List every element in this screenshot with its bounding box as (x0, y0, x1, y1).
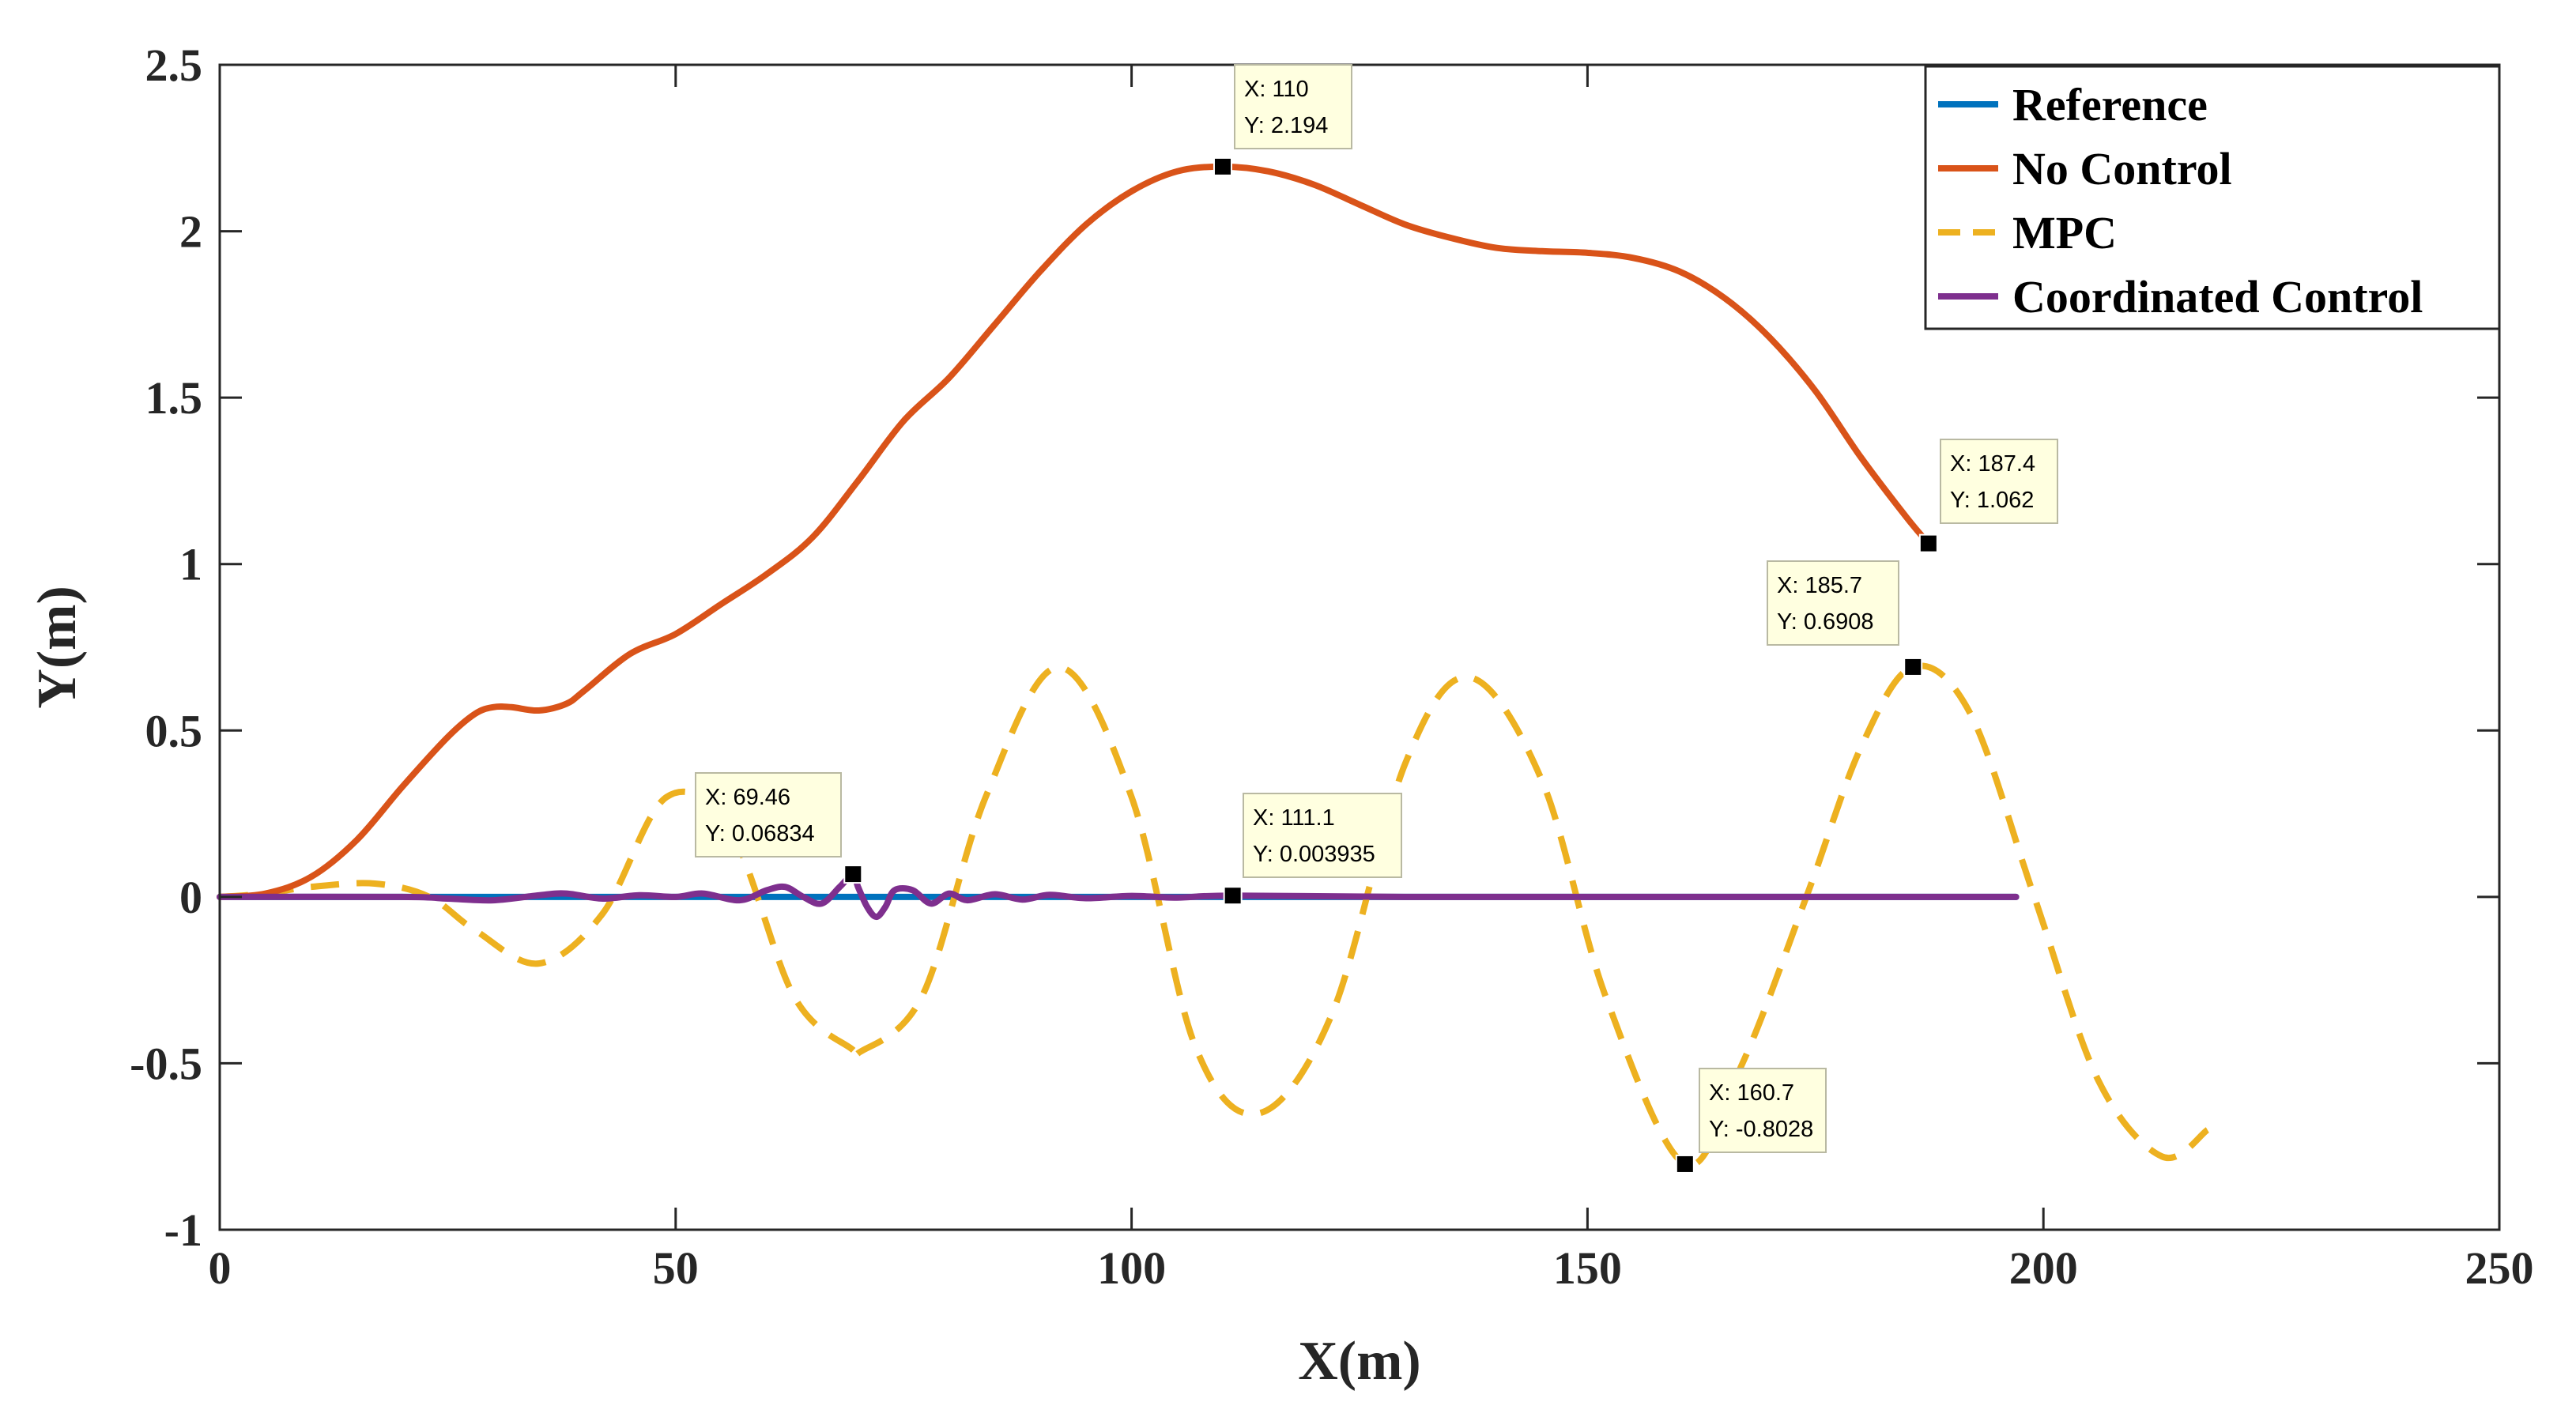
x-tick-label: 100 (1097, 1242, 1166, 1294)
x-tick-label: 50 (653, 1242, 699, 1294)
series-coordinated-control-line (217, 871, 2020, 921)
y-axis-label: Y(m) (27, 586, 88, 708)
x-tick-label: 0 (209, 1242, 232, 1294)
datatip-marker (1223, 886, 1243, 906)
datatip-box (1234, 64, 1352, 149)
y-tick-label: 2 (179, 206, 202, 258)
datatip-y-text: Y: 0.003935 (1253, 842, 1375, 867)
legend-box (1924, 65, 2501, 330)
y-tick-label: 1 (179, 539, 202, 590)
datatip[interactable]: X: 110 Y: 2.194 (1213, 64, 1352, 176)
datatip-x-text: X: 111.1 (1253, 805, 1335, 831)
datatip-marker (1213, 156, 1232, 176)
y-tick-label: 2.5 (145, 40, 203, 91)
datatip-x-text: X: 160.7 (1709, 1080, 1794, 1106)
datatips-layer: X: 110 Y: 2.194 X: 187.4 Y: 1.062 X: 185.7 Y:… (695, 64, 2058, 1174)
legend-label-coordinated-control: Coordinated Control (2012, 271, 2423, 322)
plot-frame (218, 63, 2501, 1231)
datatip-y-text: Y: 2.194 (1244, 113, 1328, 138)
legend-label-mpc: MPC (2012, 207, 2117, 258)
y-tick-label: 1.5 (145, 372, 203, 424)
datatip-x-text: X: 69.46 (705, 785, 790, 810)
datatip[interactable]: X: 187.4 Y: 1.062 (1918, 439, 2058, 553)
datatip-y-text: Y: 1.062 (1950, 488, 2034, 513)
x-tick-label: 250 (2465, 1242, 2534, 1294)
datatip[interactable]: X: 185.7 Y: 0.6908 (1767, 560, 1923, 677)
series-layer (217, 163, 2210, 1169)
datatip-x-text: X: 185.7 (1777, 573, 1862, 598)
datatip[interactable]: X: 69.46 Y: 0.06834 (695, 772, 863, 884)
datatip-marker (1918, 533, 1938, 553)
legend: Reference No Control MPC Coordinated Contro… (1924, 65, 2501, 330)
datatip-box (1940, 439, 2058, 524)
datatip-box (1243, 793, 1402, 878)
ticks-layer: 0 50 100 150 200 250 2.5 2 1.5 1 0.5 0 -0.5 -1 (130, 40, 2533, 1294)
datatip-box (1699, 1068, 1827, 1153)
datatip-y-text: Y: 0.6908 (1777, 609, 1874, 635)
datatip-y-text: Y: -0.8028 (1709, 1117, 1813, 1142)
datatip-marker (1903, 657, 1923, 677)
datatip-box (695, 772, 842, 858)
y-tick-label: 0 (179, 872, 202, 923)
x-tick-label: 150 (1553, 1242, 1622, 1294)
datatip-x-text: X: 110 (1244, 77, 1309, 102)
legend-label-reference: Reference (2012, 79, 2208, 130)
x-axis-label: X(m) (1298, 1331, 1420, 1392)
series-no-control-line (217, 163, 1932, 900)
x-tick-label: 200 (2009, 1242, 2078, 1294)
y-tick-label: -0.5 (130, 1038, 202, 1089)
datatip[interactable]: X: 160.7 Y: -0.8028 (1675, 1068, 1827, 1174)
datatip-y-text: Y: 0.06834 (705, 821, 815, 846)
datatip[interactable]: X: 111.1 Y: 0.003935 (1223, 793, 1402, 906)
datatip-box (1767, 560, 1899, 646)
legend-label-no-control: No Control (2012, 143, 2232, 194)
datatip-marker (843, 865, 863, 884)
y-tick-label: -1 (164, 1204, 202, 1256)
y-tick-label: 0.5 (145, 705, 203, 756)
datatip-marker (1675, 1154, 1695, 1174)
datatip-x-text: X: 187.4 (1950, 451, 2035, 477)
